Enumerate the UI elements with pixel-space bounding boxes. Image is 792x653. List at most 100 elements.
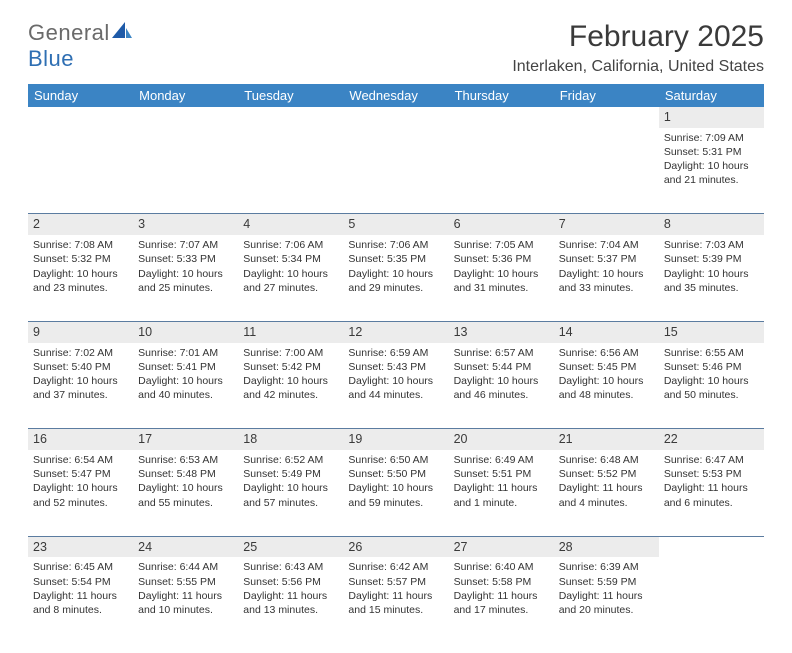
daylight-text: and 40 minutes. <box>138 388 233 402</box>
sunset-text: Sunset: 5:51 PM <box>454 467 549 481</box>
sunrise-text: Sunrise: 7:05 AM <box>454 238 549 252</box>
daylight-text: Daylight: 10 hours <box>243 374 338 388</box>
day-number-cell <box>554 107 659 128</box>
daylight-text: Daylight: 10 hours <box>33 481 128 495</box>
day-detail-cell: Sunrise: 6:48 AMSunset: 5:52 PMDaylight:… <box>554 450 659 536</box>
weekday-header: Thursday <box>449 84 554 107</box>
daylight-text: and 4 minutes. <box>559 496 654 510</box>
sunrise-text: Sunrise: 6:49 AM <box>454 453 549 467</box>
day-number-cell: 2 <box>28 214 133 235</box>
sunset-text: Sunset: 5:45 PM <box>559 360 654 374</box>
day-detail-row: Sunrise: 7:08 AMSunset: 5:32 PMDaylight:… <box>28 235 764 321</box>
daylight-text: Daylight: 11 hours <box>454 589 549 603</box>
day-detail-cell: Sunrise: 6:43 AMSunset: 5:56 PMDaylight:… <box>238 557 343 643</box>
sunrise-text: Sunrise: 6:43 AM <box>243 560 338 574</box>
day-number-cell: 13 <box>449 321 554 342</box>
day-number-cell: 16 <box>28 429 133 450</box>
sunset-text: Sunset: 5:49 PM <box>243 467 338 481</box>
daylight-text: Daylight: 10 hours <box>559 267 654 281</box>
day-detail-cell: Sunrise: 6:40 AMSunset: 5:58 PMDaylight:… <box>449 557 554 643</box>
sunset-text: Sunset: 5:41 PM <box>138 360 233 374</box>
daylight-text: and 6 minutes. <box>664 496 759 510</box>
day-number-cell: 14 <box>554 321 659 342</box>
daylight-text: Daylight: 11 hours <box>559 481 654 495</box>
daylight-text: and 57 minutes. <box>243 496 338 510</box>
sunset-text: Sunset: 5:43 PM <box>348 360 443 374</box>
logo-sail-icon <box>112 20 132 46</box>
day-number-cell <box>28 107 133 128</box>
daylight-text: Daylight: 10 hours <box>348 481 443 495</box>
sunrise-text: Sunrise: 6:40 AM <box>454 560 549 574</box>
calendar-page: General Blue February 2025 Interlaken, C… <box>0 0 792 653</box>
day-number-cell: 12 <box>343 321 448 342</box>
daylight-text: and 23 minutes. <box>33 281 128 295</box>
day-detail-cell <box>28 128 133 214</box>
sunrise-text: Sunrise: 7:04 AM <box>559 238 654 252</box>
day-detail-cell: Sunrise: 6:57 AMSunset: 5:44 PMDaylight:… <box>449 343 554 429</box>
calendar-body: 1Sunrise: 7:09 AMSunset: 5:31 PMDaylight… <box>28 107 764 643</box>
weekday-header-row: Sunday Monday Tuesday Wednesday Thursday… <box>28 84 764 107</box>
sunset-text: Sunset: 5:34 PM <box>243 252 338 266</box>
sunset-text: Sunset: 5:39 PM <box>664 252 759 266</box>
day-number-cell: 28 <box>554 536 659 557</box>
daylight-text: Daylight: 10 hours <box>138 374 233 388</box>
day-detail-cell: Sunrise: 6:42 AMSunset: 5:57 PMDaylight:… <box>343 557 448 643</box>
daylight-text: and 8 minutes. <box>33 603 128 617</box>
daylight-text: Daylight: 10 hours <box>348 374 443 388</box>
day-number-cell: 3 <box>133 214 238 235</box>
daylight-text: Daylight: 11 hours <box>33 589 128 603</box>
day-number-cell <box>449 107 554 128</box>
daylight-text: and 33 minutes. <box>559 281 654 295</box>
day-detail-cell: Sunrise: 7:04 AMSunset: 5:37 PMDaylight:… <box>554 235 659 321</box>
daylight-text: and 13 minutes. <box>243 603 338 617</box>
daylight-text: Daylight: 11 hours <box>243 589 338 603</box>
page-header: General Blue February 2025 Interlaken, C… <box>28 20 764 76</box>
day-detail-cell: Sunrise: 6:53 AMSunset: 5:48 PMDaylight:… <box>133 450 238 536</box>
day-detail-cell <box>343 128 448 214</box>
day-number-cell <box>238 107 343 128</box>
weekday-header: Wednesday <box>343 84 448 107</box>
sunrise-text: Sunrise: 6:50 AM <box>348 453 443 467</box>
day-number-cell: 20 <box>449 429 554 450</box>
daylight-text: and 59 minutes. <box>348 496 443 510</box>
sunset-text: Sunset: 5:44 PM <box>454 360 549 374</box>
sunrise-text: Sunrise: 7:07 AM <box>138 238 233 252</box>
day-number-cell: 15 <box>659 321 764 342</box>
daylight-text: Daylight: 10 hours <box>664 267 759 281</box>
day-detail-cell: Sunrise: 7:08 AMSunset: 5:32 PMDaylight:… <box>28 235 133 321</box>
sunset-text: Sunset: 5:36 PM <box>454 252 549 266</box>
daylight-text: Daylight: 10 hours <box>664 374 759 388</box>
brand-logo: General Blue <box>28 20 132 72</box>
day-detail-cell <box>238 128 343 214</box>
daylight-text: Daylight: 11 hours <box>559 589 654 603</box>
daylight-text: Daylight: 10 hours <box>138 267 233 281</box>
day-number-cell: 8 <box>659 214 764 235</box>
day-detail-cell: Sunrise: 6:59 AMSunset: 5:43 PMDaylight:… <box>343 343 448 429</box>
daylight-text: and 55 minutes. <box>138 496 233 510</box>
daylight-text: Daylight: 10 hours <box>33 374 128 388</box>
day-detail-cell <box>449 128 554 214</box>
day-number-cell: 18 <box>238 429 343 450</box>
day-detail-cell: Sunrise: 6:56 AMSunset: 5:45 PMDaylight:… <box>554 343 659 429</box>
day-number-cell: 27 <box>449 536 554 557</box>
sunset-text: Sunset: 5:56 PM <box>243 575 338 589</box>
sunrise-text: Sunrise: 6:54 AM <box>33 453 128 467</box>
daylight-text: and 50 minutes. <box>664 388 759 402</box>
sunrise-text: Sunrise: 7:06 AM <box>243 238 338 252</box>
day-detail-row: Sunrise: 6:45 AMSunset: 5:54 PMDaylight:… <box>28 557 764 643</box>
day-detail-cell <box>659 557 764 643</box>
day-detail-cell: Sunrise: 7:03 AMSunset: 5:39 PMDaylight:… <box>659 235 764 321</box>
weekday-header: Tuesday <box>238 84 343 107</box>
day-number-row: 9101112131415 <box>28 321 764 342</box>
day-detail-cell: Sunrise: 7:02 AMSunset: 5:40 PMDaylight:… <box>28 343 133 429</box>
sunrise-text: Sunrise: 7:03 AM <box>664 238 759 252</box>
day-detail-cell: Sunrise: 7:00 AMSunset: 5:42 PMDaylight:… <box>238 343 343 429</box>
day-number-cell: 17 <box>133 429 238 450</box>
day-number-cell: 4 <box>238 214 343 235</box>
day-number-row: 16171819202122 <box>28 429 764 450</box>
daylight-text: and 10 minutes. <box>138 603 233 617</box>
sunset-text: Sunset: 5:46 PM <box>664 360 759 374</box>
sunrise-text: Sunrise: 7:02 AM <box>33 346 128 360</box>
daylight-text: and 44 minutes. <box>348 388 443 402</box>
day-detail-cell: Sunrise: 6:44 AMSunset: 5:55 PMDaylight:… <box>133 557 238 643</box>
